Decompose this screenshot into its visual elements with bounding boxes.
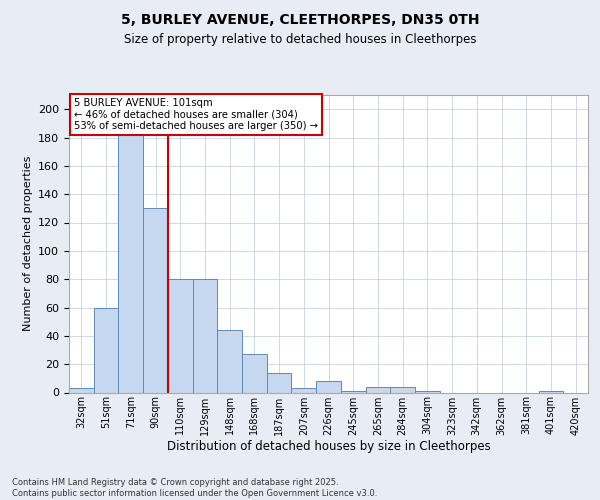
Bar <box>365 387 390 392</box>
Bar <box>341 391 365 392</box>
Bar <box>168 279 193 392</box>
Bar <box>415 391 440 392</box>
Text: Size of property relative to detached houses in Cleethorpes: Size of property relative to detached ho… <box>124 32 476 46</box>
Text: Contains HM Land Registry data © Crown copyright and database right 2025.
Contai: Contains HM Land Registry data © Crown c… <box>12 478 377 498</box>
Text: 5 BURLEY AVENUE: 101sqm
← 46% of detached houses are smaller (304)
53% of semi-d: 5 BURLEY AVENUE: 101sqm ← 46% of detache… <box>74 98 318 131</box>
Y-axis label: Number of detached properties: Number of detached properties <box>23 156 32 332</box>
Bar <box>217 330 242 392</box>
Bar <box>539 391 563 392</box>
Bar <box>267 372 292 392</box>
Bar <box>390 387 415 392</box>
Bar <box>118 130 143 392</box>
Text: 5, BURLEY AVENUE, CLEETHORPES, DN35 0TH: 5, BURLEY AVENUE, CLEETHORPES, DN35 0TH <box>121 12 479 26</box>
Bar <box>69 388 94 392</box>
Bar <box>316 381 341 392</box>
X-axis label: Distribution of detached houses by size in Cleethorpes: Distribution of detached houses by size … <box>167 440 490 453</box>
Bar <box>143 208 168 392</box>
Bar <box>292 388 316 392</box>
Bar <box>242 354 267 393</box>
Bar <box>193 279 217 392</box>
Bar <box>94 308 118 392</box>
